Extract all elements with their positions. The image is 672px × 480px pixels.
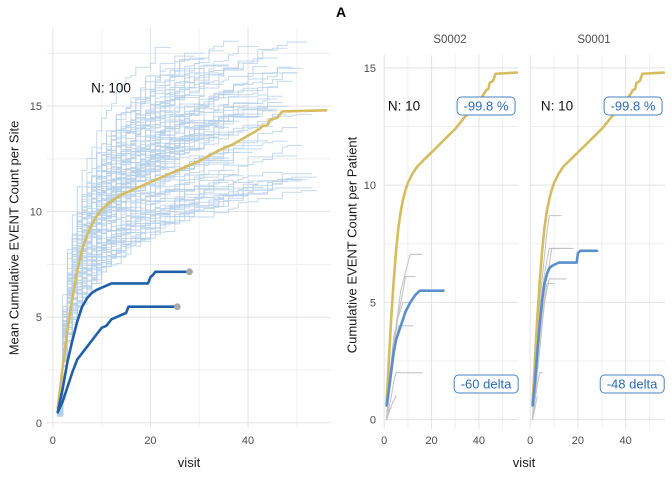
facet-title-s0002: S0002 xyxy=(433,34,467,46)
svg-text:5: 5 xyxy=(370,297,376,309)
right-x-axis-title: visit xyxy=(512,455,536,470)
right-y-axis-title: Cumulative EVENT Count per Patient xyxy=(344,136,360,354)
left-x-axis-title: visit xyxy=(177,455,201,470)
svg-text:0: 0 xyxy=(527,435,533,447)
n-count-label-s0001: N: 10 xyxy=(540,98,574,114)
svg-text:5: 5 xyxy=(36,312,42,324)
facet-title-s0001: S0001 xyxy=(577,34,611,46)
delta-badge-s0002: -60 delta xyxy=(453,374,519,394)
percent-badge-s0002: -99.8 % xyxy=(456,96,516,116)
percent-badge-s0001: -99.8 % xyxy=(603,96,663,116)
svg-text:40: 40 xyxy=(620,435,632,447)
figure-label: A xyxy=(335,4,347,20)
svg-text:20: 20 xyxy=(425,435,437,447)
left-y-axis-title: Mean Cumulative EVENT Count per Site xyxy=(6,120,22,356)
svg-text:0: 0 xyxy=(381,435,387,447)
svg-text:0: 0 xyxy=(370,415,376,427)
svg-text:0: 0 xyxy=(50,435,56,447)
delta-badge-s0001: -48 delta xyxy=(599,374,665,394)
svg-text:0: 0 xyxy=(36,418,42,430)
svg-text:40: 40 xyxy=(242,435,254,447)
svg-text:15: 15 xyxy=(30,101,42,113)
n-count-label-left: N: 100 xyxy=(91,80,131,96)
svg-text:15: 15 xyxy=(364,63,376,75)
svg-text:10: 10 xyxy=(30,207,42,219)
n-count-label-s0002: N: 10 xyxy=(387,98,421,114)
svg-text:10: 10 xyxy=(364,180,376,192)
svg-text:40: 40 xyxy=(473,435,485,447)
svg-text:20: 20 xyxy=(572,435,584,447)
svg-text:20: 20 xyxy=(144,435,156,447)
